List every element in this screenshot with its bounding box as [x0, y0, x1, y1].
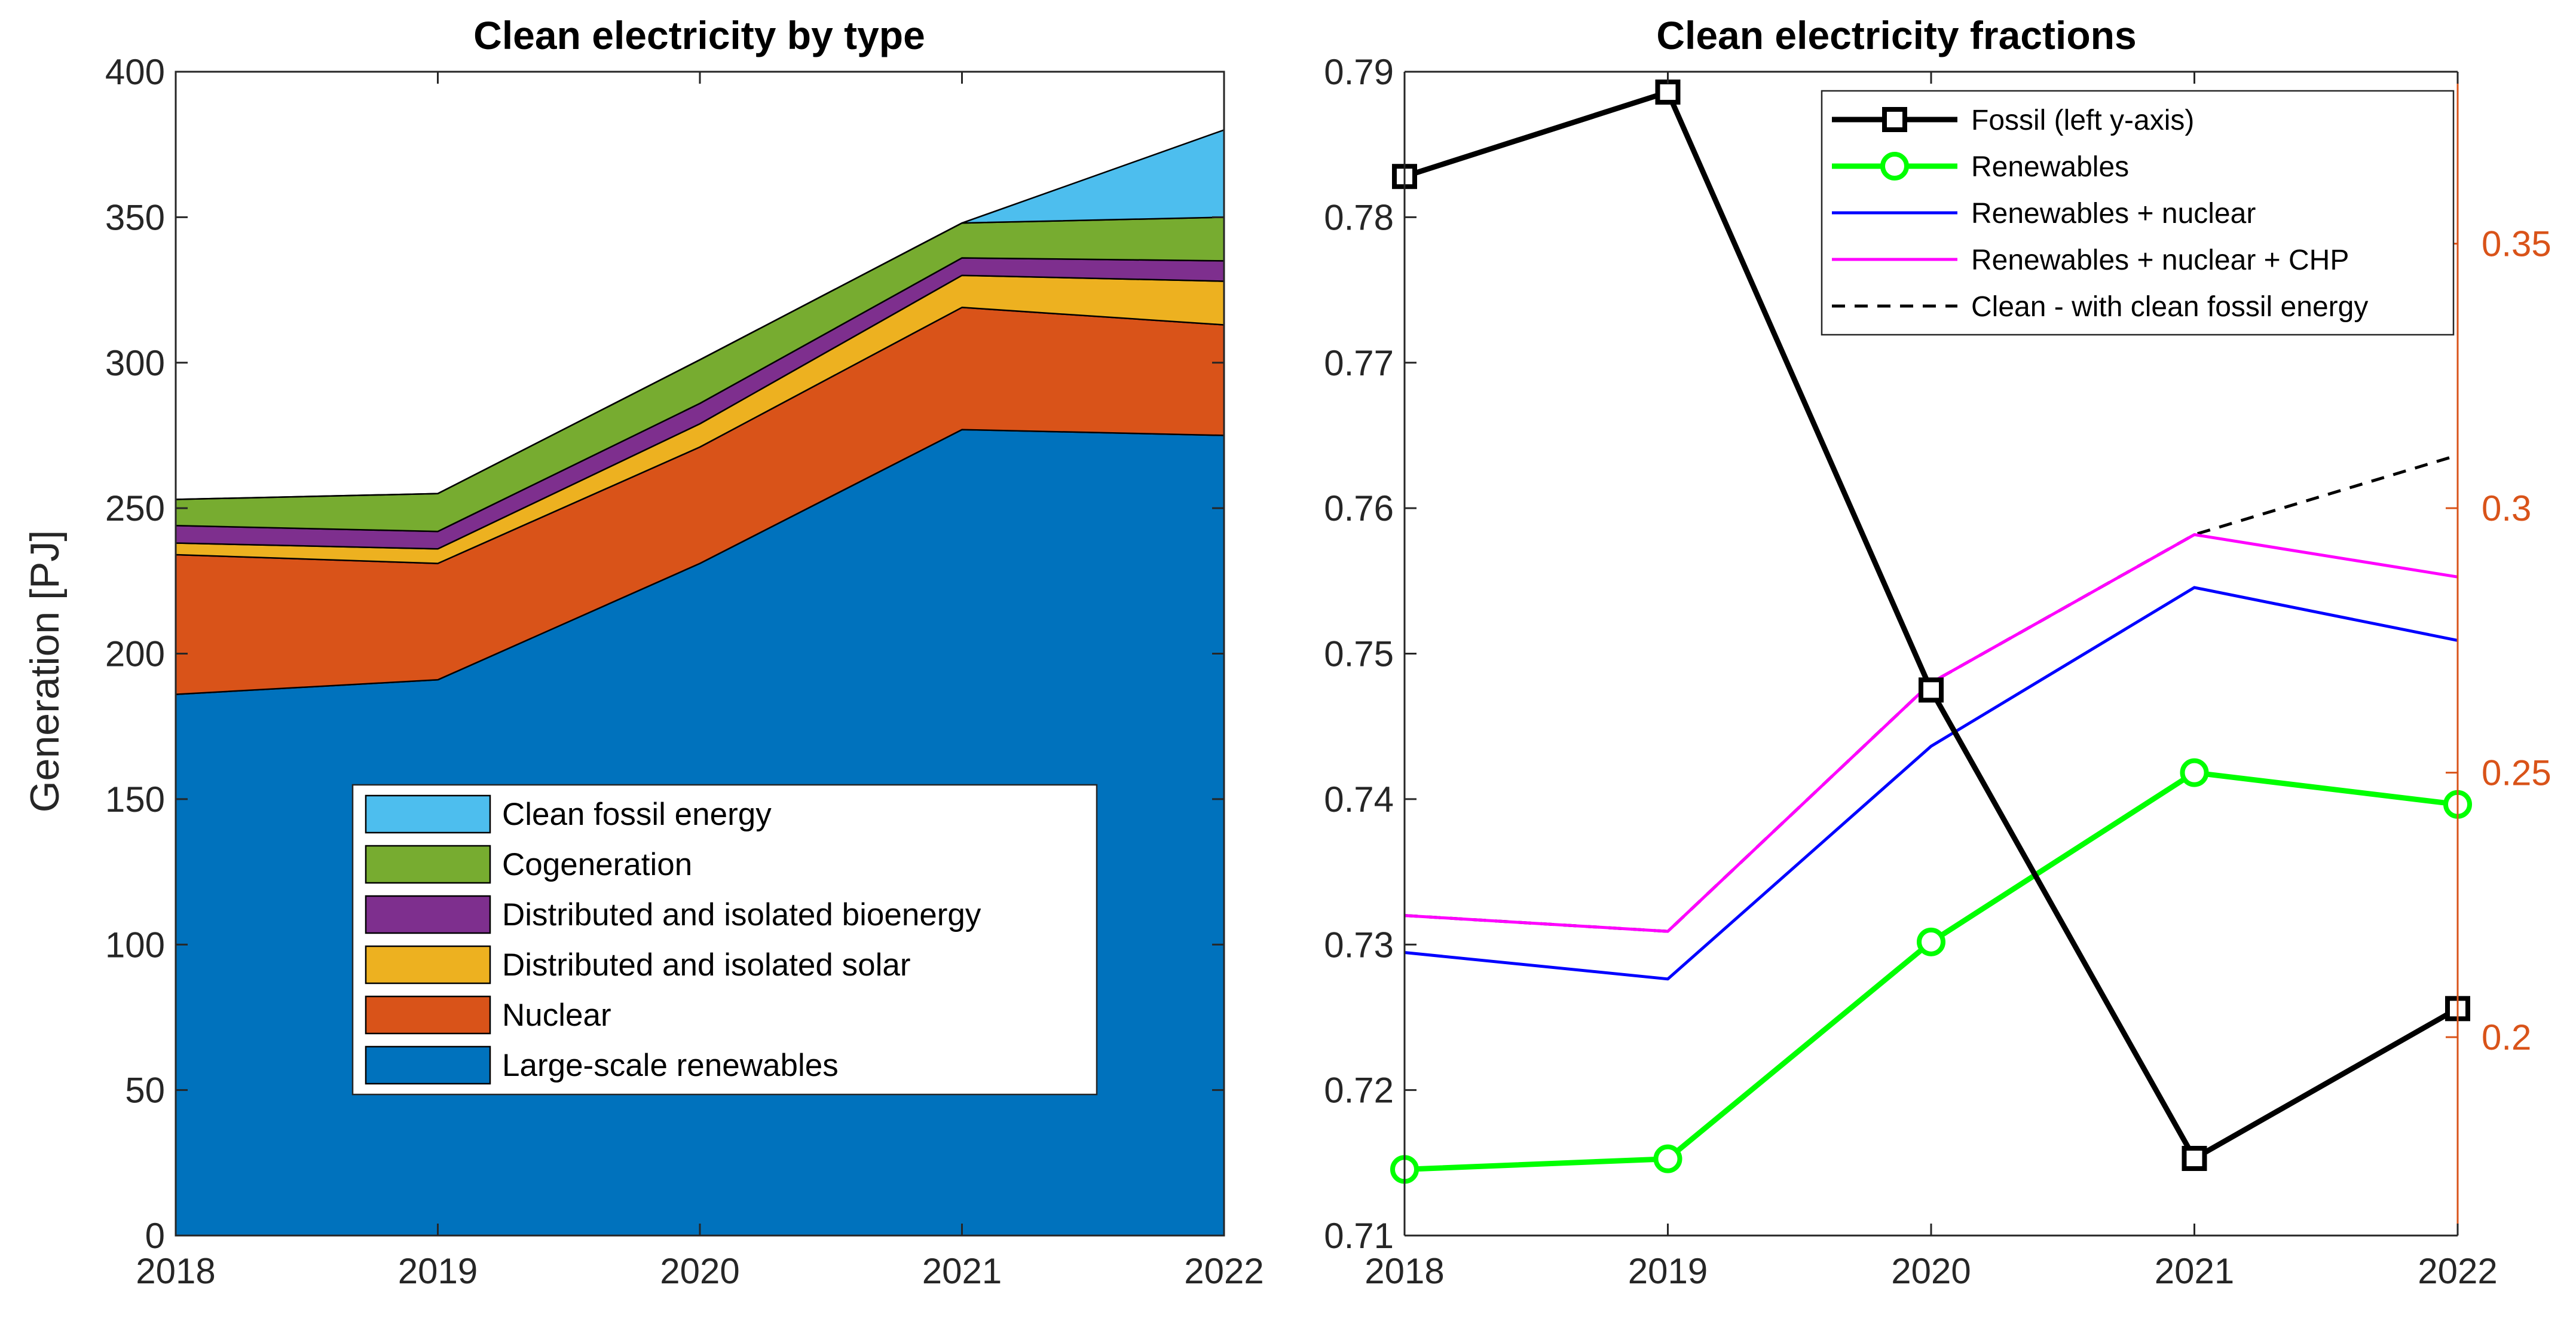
data-point-marker: [1917, 927, 1945, 956]
legend-label: Distributed and isolated solar: [502, 947, 911, 983]
y-tick-label: 350: [105, 197, 165, 237]
legend-swatch: [365, 845, 491, 884]
legend-label: Renewables + nuclear + CHP: [1971, 244, 2349, 276]
legend-box: [351, 784, 1098, 1096]
left-y-tick-label: 0.79: [1324, 52, 1394, 92]
x-tick-label: 2020: [1891, 1251, 1971, 1291]
stacked-area-chart: Clean electricity by type Generation [PJ…: [22, 13, 1264, 1291]
x-tick-label: 2019: [398, 1251, 478, 1291]
left-y-tick-label: 0.76: [1324, 488, 1394, 528]
left-y-tick-label: 0.74: [1324, 779, 1394, 820]
area-legend: Clean fossil energy Cogeneration Distribut…: [351, 784, 1098, 1096]
right-y-tick-label: 0.25: [2482, 753, 2551, 793]
legend-label: Cogeneration: [502, 847, 692, 882]
legend-swatch: [365, 895, 491, 934]
y-tick-label: 300: [105, 343, 165, 383]
legend-swatch: [365, 794, 491, 834]
area-axes: 0 50 100 150 200 250 300 350 400 2018 2019 2020 2021…: [105, 52, 1264, 1291]
line-axes: 0.71 0.72 0.73 0.74 0.75 0.76 0.77 0.78 0.79 0.2 0…: [1324, 52, 2551, 1291]
x-tick-label: 2018: [136, 1251, 215, 1291]
x-tick-label: 2021: [922, 1251, 1002, 1291]
x-tick-label: 2021: [2155, 1251, 2234, 1291]
data-point-marker: [1655, 79, 1681, 105]
fractions-line-chart: Clean electricity fractions 0.71 0.72 0.73…: [1324, 13, 2551, 1291]
y-axis-label: Generation [PJ]: [22, 530, 68, 812]
y-tick-label: 200: [105, 634, 165, 674]
chart-title: Clean electricity fractions: [1656, 13, 2136, 57]
data-point-marker: [2182, 1146, 2207, 1172]
legend-swatch: [365, 1045, 491, 1085]
data-point-marker: [1919, 677, 1944, 703]
legend-swatch: [365, 995, 491, 1035]
legend-label: Clean fossil energy: [502, 797, 772, 832]
legend-label: Large-scale renewables: [502, 1048, 839, 1083]
x-tick-label: 2020: [660, 1251, 739, 1291]
y-tick-label: 150: [105, 779, 165, 820]
line-legend: Fossil (left y-axis) Renewables Renewables…: [1821, 90, 2455, 336]
y-tick-label: 100: [105, 925, 165, 965]
y-tick-label: 400: [105, 52, 165, 92]
left-y-tick-label: 0.77: [1324, 343, 1394, 383]
legend-swatch: [365, 945, 491, 984]
legend-label: Renewables: [1971, 151, 2129, 183]
x-tick-label: 2022: [1184, 1251, 1263, 1291]
x-tick-label: 2022: [2418, 1251, 2497, 1291]
legend-marker: [1882, 107, 1907, 132]
right-y-tick-label: 0.35: [2482, 224, 2551, 264]
right-y-tick-label: 0.3: [2482, 488, 2531, 528]
y-tick-label: 250: [105, 488, 165, 528]
y-tick-label: 0: [145, 1216, 165, 1256]
y-tick-label: 50: [125, 1071, 165, 1111]
x-tick-label: 2018: [1365, 1251, 1444, 1291]
legend-label: Nuclear: [502, 998, 611, 1033]
left-y-tick-label: 0.71: [1324, 1216, 1394, 1256]
x-tick-label: 2019: [1628, 1251, 1708, 1291]
legend-label: Distributed and isolated bioenergy: [502, 897, 981, 932]
legend-label: Renewables + nuclear: [1971, 198, 2256, 230]
legend-marker: [1880, 152, 1909, 181]
data-point-marker: [2180, 758, 2209, 787]
left-y-tick-label: 0.75: [1324, 634, 1394, 674]
chart-title: Clean electricity by type: [473, 13, 925, 57]
series-line-renewables-nuclear: [1404, 586, 2458, 981]
legend-label: Fossil (left y-axis): [1971, 105, 2194, 136]
left-y-tick-label: 0.72: [1324, 1071, 1394, 1111]
legend-label: Clean - with clean fossil energy: [1971, 291, 2368, 323]
data-point-marker: [1653, 1144, 1682, 1173]
right-y-tick-label: 0.2: [2482, 1017, 2531, 1057]
left-y-tick-label: 0.78: [1324, 197, 1394, 237]
left-y-tick-label: 0.73: [1324, 925, 1394, 965]
